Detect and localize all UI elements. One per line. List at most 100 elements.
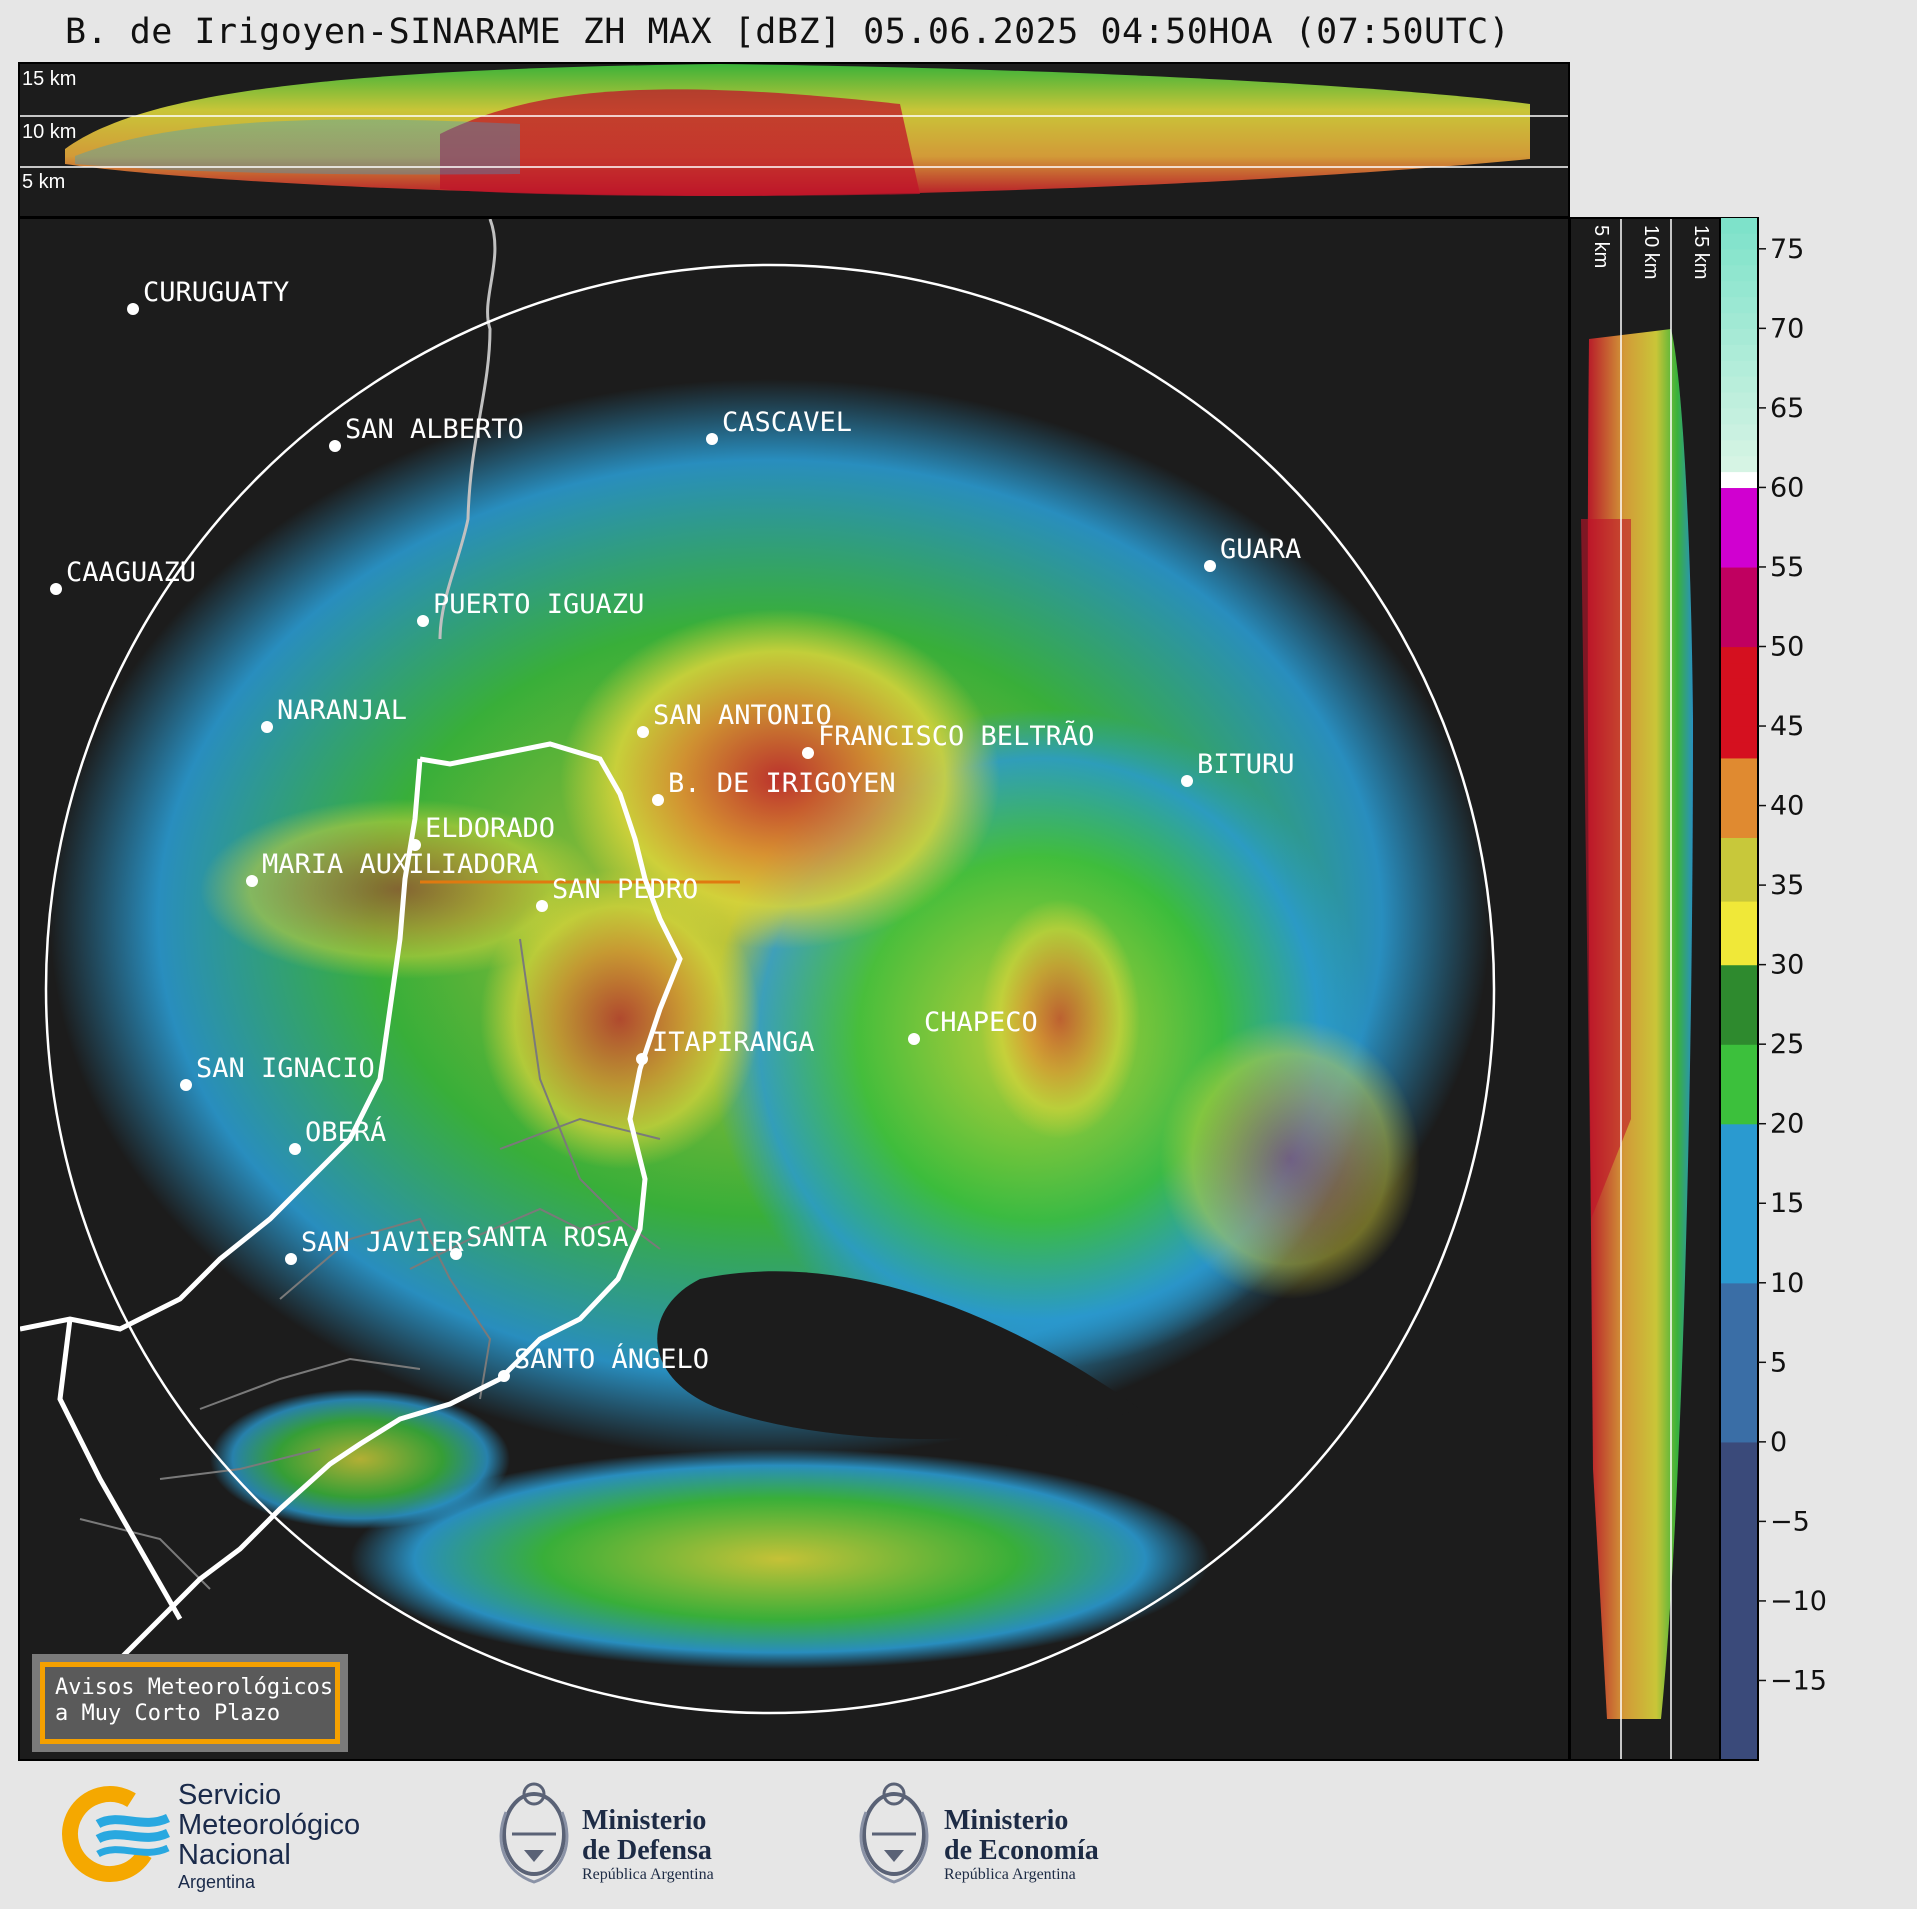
- city-label: SAN ALBERTO: [345, 414, 524, 445]
- colorbar-tick-label: 25: [1770, 1029, 1804, 1060]
- colorbar-block: [1720, 805, 1758, 823]
- colorbar-block: [1720, 360, 1758, 377]
- colorbar-tick-label: 10: [1770, 1268, 1804, 1299]
- city-19: SANTA ROSA: [450, 1222, 629, 1260]
- city-dot-icon: [409, 839, 421, 851]
- colorbar-block: [1720, 503, 1758, 520]
- right-height-label-5: 5 km: [1590, 225, 1612, 268]
- city-label: SAN JAVIER: [301, 1227, 464, 1258]
- colorbar-block: [1720, 1728, 1758, 1745]
- colorbar-block: [1720, 1362, 1758, 1379]
- city-label: MARIA AUXILIADORA: [262, 849, 538, 880]
- city-markers: CURUGUATY SAN ALBERTO CASCAVEL CAAGUAZU GUAR…: [50, 277, 1301, 1382]
- city-dot-icon: [285, 1253, 297, 1265]
- city-label: BITURU: [1197, 749, 1295, 780]
- colorbar-block: [1720, 964, 1758, 982]
- colorbar-tick-label: 35: [1770, 870, 1804, 901]
- colorbar-block: [1720, 1091, 1758, 1109]
- economia-coat-of-arms-icon: [859, 1782, 929, 1884]
- city-13: SAN PEDRO: [536, 874, 698, 912]
- city-9: BITURU: [1181, 749, 1295, 787]
- colorbar-block: [1720, 1203, 1758, 1220]
- city-dot-icon: [329, 440, 341, 452]
- city-dot-icon: [417, 615, 429, 627]
- colorbar-block: [1720, 551, 1758, 568]
- colorbar-block: [1720, 1139, 1758, 1157]
- aviso-line-2: a Muy Corto Plazo: [55, 1701, 281, 1726]
- colorbar-tick-label: 65: [1770, 393, 1804, 424]
- colorbar-block: [1720, 821, 1758, 838]
- colorbar-block: [1720, 344, 1758, 361]
- city-label: B. DE IRIGOYEN: [668, 768, 896, 799]
- city-label: CASCAVEL: [722, 407, 852, 438]
- top-height-label-5: 5 km: [22, 171, 65, 193]
- colorbar-block: [1720, 487, 1758, 504]
- colorbar-block: [1720, 280, 1758, 298]
- top-height-label-15: 15 km: [22, 68, 76, 90]
- colorbar-block: [1720, 519, 1758, 536]
- defensa-wordmark: Ministerio de Defensa República Argentin…: [582, 1806, 714, 1884]
- colorbar-block: [1720, 1187, 1758, 1204]
- radar-map-panel: CURUGUATY SAN ALBERTO CASCAVEL CAAGUAZU GUAR…: [18, 217, 1570, 1761]
- city-dot-icon: [637, 726, 649, 738]
- colorbar-block: [1720, 1505, 1758, 1522]
- colorbar-block: [1720, 710, 1758, 727]
- colorbar-block: [1720, 1219, 1758, 1236]
- city-label: CURUGUATY: [143, 277, 289, 308]
- city-5: PUERTO IGUAZU: [417, 589, 644, 627]
- colorbar-block: [1720, 662, 1758, 679]
- colorbar-block: [1720, 1155, 1758, 1173]
- colorbar-block: [1720, 1250, 1758, 1268]
- city-label: CAAGUAZU: [66, 557, 196, 588]
- colorbar-block: [1720, 407, 1758, 425]
- city-label: OBERÁ: [305, 1116, 386, 1148]
- map-title: B. de Irigoyen-SINARAME ZH MAX [dBZ] 05.…: [65, 12, 1511, 52]
- colorbar-block: [1720, 1616, 1758, 1634]
- city-dot-icon: [802, 747, 814, 759]
- city-label: SAN IGNACIO: [196, 1053, 375, 1084]
- colorbar-block: [1720, 264, 1758, 282]
- colorbar-block: [1720, 1648, 1758, 1666]
- city-dot-icon: [127, 303, 139, 315]
- city-8: FRANCISCO BELTRÃO: [802, 720, 1094, 759]
- city-1: SAN ALBERTO: [329, 414, 524, 452]
- colorbar-block: [1720, 1553, 1758, 1570]
- colorbar-block: [1720, 232, 1758, 250]
- city-15: ITAPIRANGA: [636, 1027, 815, 1065]
- colorbar-block: [1720, 726, 1758, 743]
- city-label: SANTA ROSA: [466, 1222, 629, 1253]
- city-dot-icon: [50, 583, 62, 595]
- colorbar-block: [1720, 312, 1758, 329]
- top-cross-section-panel: 15 km 10 km 5 km: [18, 62, 1570, 218]
- city-dot-icon: [1204, 560, 1216, 572]
- city-7: SAN ANTONIO: [637, 700, 832, 738]
- right-cross-section-plot: 5 km 10 km 15 km: [1581, 219, 1712, 1759]
- colorbar-tick-label: 5: [1770, 1347, 1787, 1378]
- colorbar-tick-label: −5: [1770, 1506, 1810, 1537]
- right-height-label-15: 15 km: [1690, 225, 1712, 279]
- colorbar-tick-label: −10: [1770, 1586, 1827, 1617]
- city-label: PUERTO IGUAZU: [433, 589, 644, 620]
- colorbar-block: [1720, 1425, 1758, 1443]
- top-cross-section-plot: 15 km 10 km 5 km: [20, 64, 1568, 197]
- aviso-button[interactable]: Avisos Meteorológicos a Muy Corto Plazo: [40, 1662, 340, 1744]
- city-label: NARANJAL: [277, 695, 407, 726]
- colorbar-block: [1720, 1171, 1758, 1188]
- colorbar-block: [1720, 869, 1758, 886]
- city-label: GUARA: [1220, 534, 1301, 565]
- colorbar-block: [1720, 1712, 1758, 1729]
- colorbar-block: [1720, 1298, 1758, 1316]
- colorbar-block: [1720, 1266, 1758, 1284]
- city-11: ELDORADO: [409, 813, 555, 851]
- right-height-label-10: 10 km: [1640, 225, 1662, 279]
- colorbar-block: [1720, 1600, 1758, 1618]
- colorbar-block: [1720, 1394, 1758, 1411]
- defensa-line-c: República Argentina: [582, 1866, 714, 1883]
- city-12: MARIA AUXILIADORA: [246, 849, 538, 887]
- economia-wordmark: Ministerio de Economía República Argenti…: [944, 1806, 1099, 1884]
- defensa-coat-of-arms-icon: [499, 1782, 569, 1884]
- colorbar-block: [1720, 1012, 1758, 1029]
- colorbar-block: [1720, 980, 1758, 998]
- colorbar-block: [1720, 471, 1758, 489]
